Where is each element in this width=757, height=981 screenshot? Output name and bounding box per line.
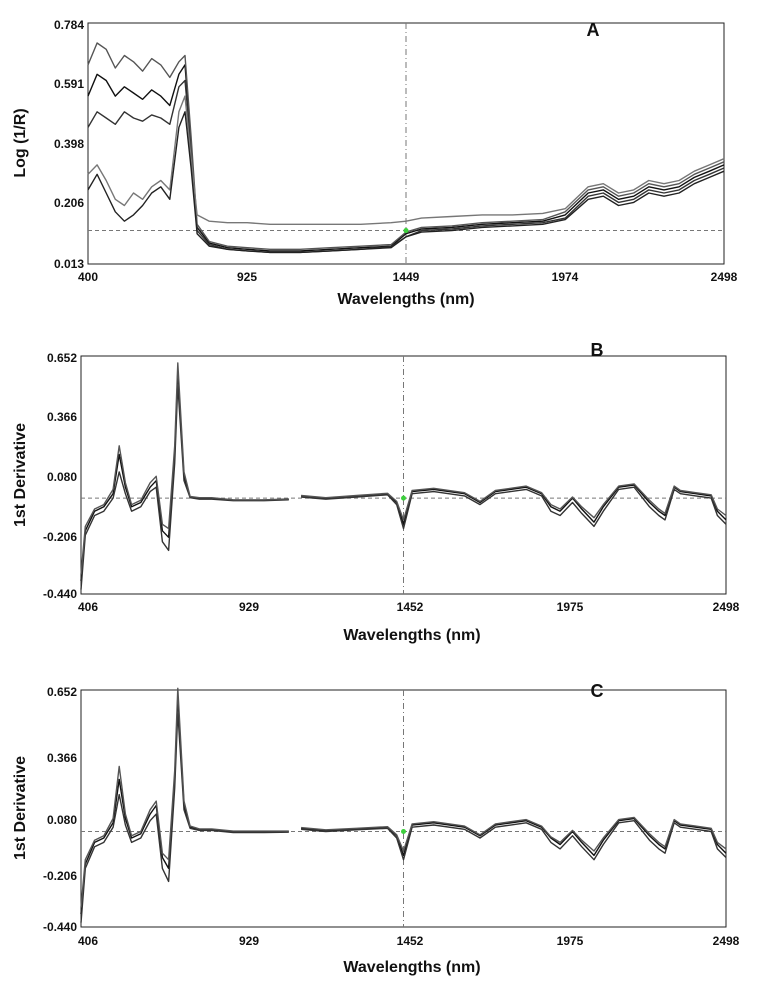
panel-c-y-tick: 0.080 — [47, 813, 77, 827]
panel-b-y-tick: -0.440 — [43, 587, 77, 601]
panel-a-series-layer — [87, 23, 725, 264]
panel-b-y-axis-title: 1st Derivative — [12, 423, 29, 527]
panel-b-x-tick: 1452 — [397, 600, 424, 614]
panel-b-spectrum-line — [301, 483, 727, 521]
panel-c-x-axis-title: Wavelengths (nm) — [343, 959, 480, 976]
panel-a-y-tick: 0.784 — [54, 18, 84, 32]
panel-c-y-tick: 0.366 — [47, 751, 77, 765]
panel-b-y-tick: 0.366 — [47, 410, 77, 424]
panel-c-x-tick: 406 — [78, 934, 98, 948]
panel-a-x-tick: 1449 — [393, 270, 420, 284]
panel-c-x-tick: 2498 — [713, 934, 740, 948]
panel-b-series-layer — [80, 356, 727, 594]
panel-a-y-axis-title: Log (1/R) — [12, 108, 29, 177]
panel-b: B 406 929 1452 1975 2498 -0.440 -0.206 0… — [12, 340, 740, 644]
panel-b-x-tick: 929 — [239, 600, 259, 614]
panel-a-spectrum-line — [87, 111, 725, 254]
panel-a-x-tick: 1974 — [552, 270, 579, 284]
panel-b-y-tick: 0.652 — [47, 351, 77, 365]
panel-c-spectrum-line — [80, 711, 289, 923]
panel-a-y-tick: 0.591 — [54, 77, 84, 91]
panel-c-y-tick: -0.440 — [43, 920, 77, 934]
panel-c-label: C — [591, 681, 604, 701]
panel-a: A 400 925 1449 1974 2498 0.013 0.206 0.3… — [12, 18, 738, 308]
panel-a-y-tick: 0.206 — [54, 196, 84, 210]
panel-c-series-layer — [80, 687, 727, 927]
panel-a-spectrum-line — [87, 64, 725, 252]
panel-b-spectrum-line — [80, 384, 289, 590]
panel-b-y-tick: 0.080 — [47, 470, 77, 484]
panel-c-spectrum-line — [80, 687, 289, 908]
panel-c-spectrum-line — [301, 820, 727, 861]
panel-c: C 406 929 1452 1975 2498 -0.440 -0.206 0… — [12, 681, 740, 976]
panel-a-label: A — [587, 20, 600, 40]
panel-b-y-tick: -0.206 — [43, 530, 77, 544]
panel-b-x-tick: 406 — [78, 600, 98, 614]
panel-a-y-tick: 0.013 — [54, 257, 84, 271]
panel-b-x-tick: 2498 — [713, 600, 740, 614]
panel-a-x-tick: 400 — [78, 270, 98, 284]
panel-a-cursor-marker — [403, 228, 409, 234]
panel-b-x-axis-title: Wavelengths (nm) — [343, 627, 480, 644]
panel-c-spectrum-line — [301, 816, 727, 852]
panel-c-spectrum-line — [301, 817, 727, 857]
panel-c-cursor-marker — [401, 829, 406, 835]
panel-b-spectrum-line — [301, 484, 727, 525]
panel-b-cursor-marker — [401, 495, 406, 501]
panel-a-x-tick: 2498 — [711, 270, 738, 284]
panel-b-spectrum-line — [80, 362, 289, 575]
panel-c-y-tick: -0.206 — [43, 869, 77, 883]
panel-a-x-tick: 925 — [237, 270, 257, 284]
panel-b-x-tick: 1975 — [557, 600, 584, 614]
panel-a-spectrum-line — [87, 42, 725, 251]
panel-c-y-axis-title: 1st Derivative — [12, 756, 29, 860]
panel-c-x-tick: 1452 — [397, 934, 424, 948]
panel-a-y-tick: 0.398 — [54, 137, 84, 151]
panel-c-x-tick: 1975 — [557, 934, 584, 948]
panel-a-spectrum-line — [87, 95, 725, 226]
panel-a-x-axis-title: Wavelengths (nm) — [337, 291, 474, 308]
panel-c-x-tick: 929 — [239, 934, 259, 948]
panel-b-spectrum-line — [301, 486, 727, 530]
panel-c-y-tick: 0.652 — [47, 685, 77, 699]
panel-b-label: B — [591, 340, 604, 360]
